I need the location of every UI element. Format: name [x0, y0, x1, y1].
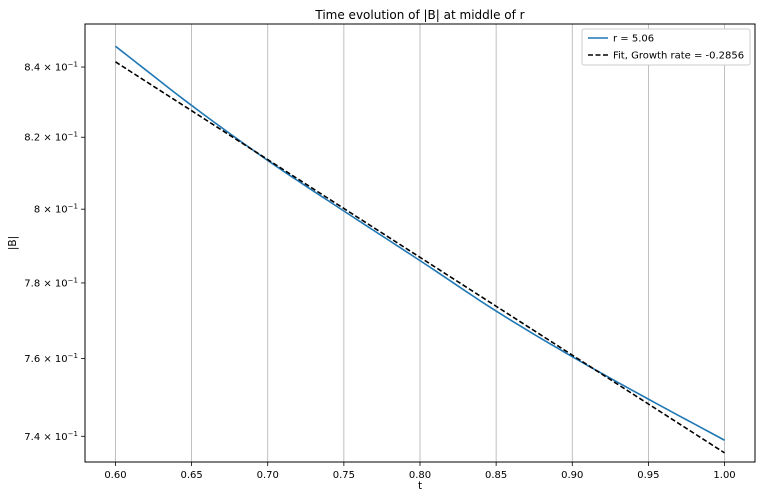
series-line-r-5-06: [114, 45, 725, 441]
legend-label-series-1: r = 5.06: [613, 34, 654, 45]
x-axis-label: t: [418, 480, 422, 492]
y-axis-label: |B|: [7, 236, 19, 250]
x-tick-label: 0.60: [104, 470, 126, 481]
y-tick-label: 7.6 × 10−1: [24, 352, 78, 365]
x-tick-label: 0.90: [561, 470, 583, 481]
x-tick-label: 1.00: [713, 470, 735, 481]
series-layer: [114, 45, 725, 454]
legend-box: [581, 28, 751, 66]
x-tick-label: 0.75: [333, 470, 355, 481]
series-line-fit: [115, 61, 725, 454]
y-tick-label: 8.2 × 10−1: [24, 131, 78, 144]
grid-lines: [115, 24, 725, 462]
x-tick-label: 0.80: [409, 470, 431, 481]
y-tick-label: 8.4 × 10−1: [24, 61, 78, 74]
x-tick-label: 0.85: [485, 470, 507, 481]
y-tick-label: 7.8 × 10−1: [24, 276, 78, 289]
y-tick-label: 8 × 10−1: [34, 203, 78, 216]
x-tick-label: 0.70: [257, 470, 279, 481]
legend: r = 5.06 Fit, Growth rate = -0.2856: [581, 28, 751, 66]
x-tick-label: 0.65: [180, 470, 202, 481]
x-tick-label: 0.95: [637, 470, 659, 481]
chart-title: Time evolution of |B| at middle of r: [314, 8, 524, 22]
legend-label-series-2: Fit, Growth rate = -0.2856: [613, 51, 744, 62]
x-axis-ticks: 0.60 0.65 0.70 0.75 0.80 0.85 0.90 0.95 1.00: [104, 462, 736, 481]
y-axis-ticks: 7.4 × 10−1 7.6 × 10−1 7.8 × 10−1 8 × 10−1 8.…: [24, 61, 85, 443]
y-tick-label: 7.4 × 10−1: [24, 430, 78, 443]
